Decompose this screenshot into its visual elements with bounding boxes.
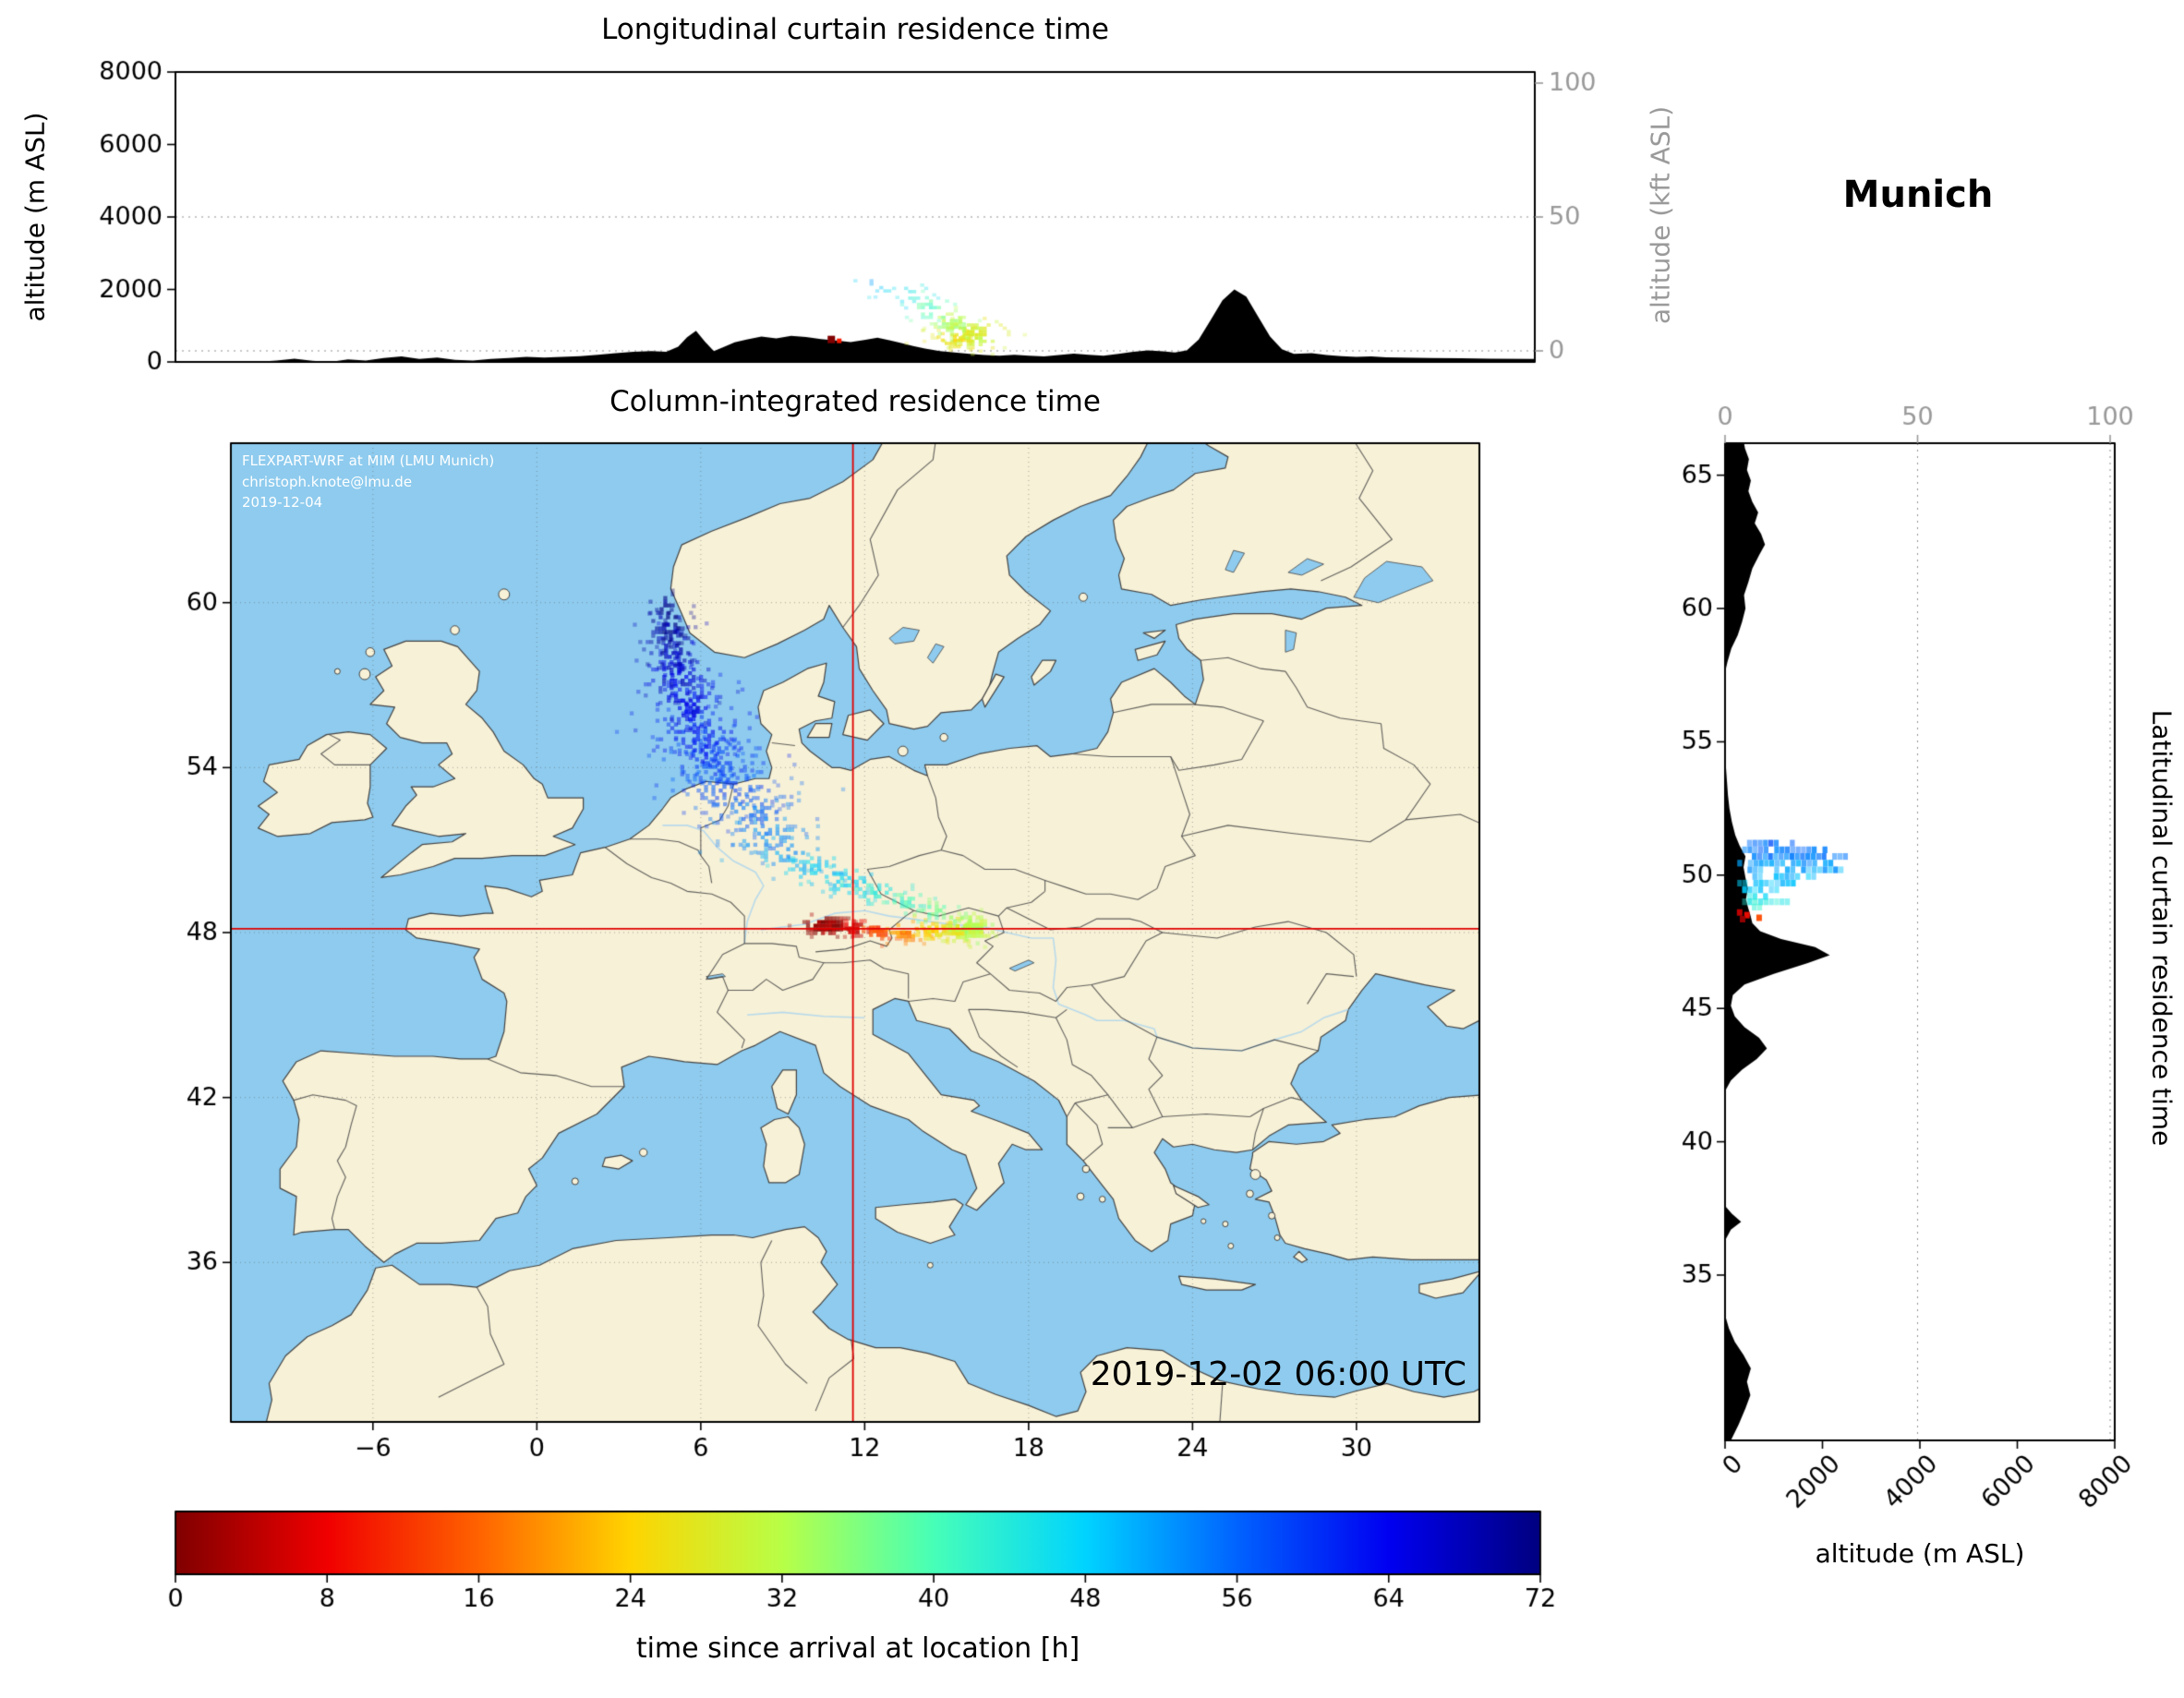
watermark: FLEXPART-WRF at MIM (LMU Munich) christo… <box>242 451 494 513</box>
location-title: Munich <box>1842 174 1994 216</box>
colorbar-label: time since arrival at location [h] <box>635 1632 1080 1665</box>
watermark-line-1: FLEXPART-WRF at MIM (LMU Munich) <box>242 452 495 469</box>
altitude-kft-axis-label: altitude (kft ASL) <box>1645 105 1676 325</box>
timestamp-label: 2019-12-02 06:00 UTC <box>1090 1355 1466 1393</box>
longitudinal-panel-title: Longitudinal curtain residence time <box>601 13 1109 46</box>
watermark-line-3: 2019-12-04 <box>242 494 323 511</box>
latitudinal-panel-title: Latitudinal curtain residence time <box>2146 709 2178 1147</box>
latitudinal-x-axis-label: altitude (m ASL) <box>1815 1538 2025 1569</box>
altitude-m-axis-label: altitude (m ASL) <box>19 112 51 322</box>
watermark-line-2: christoph.knote@lmu.de <box>242 473 413 490</box>
map-panel-title: Column-integrated residence time <box>609 385 1101 418</box>
